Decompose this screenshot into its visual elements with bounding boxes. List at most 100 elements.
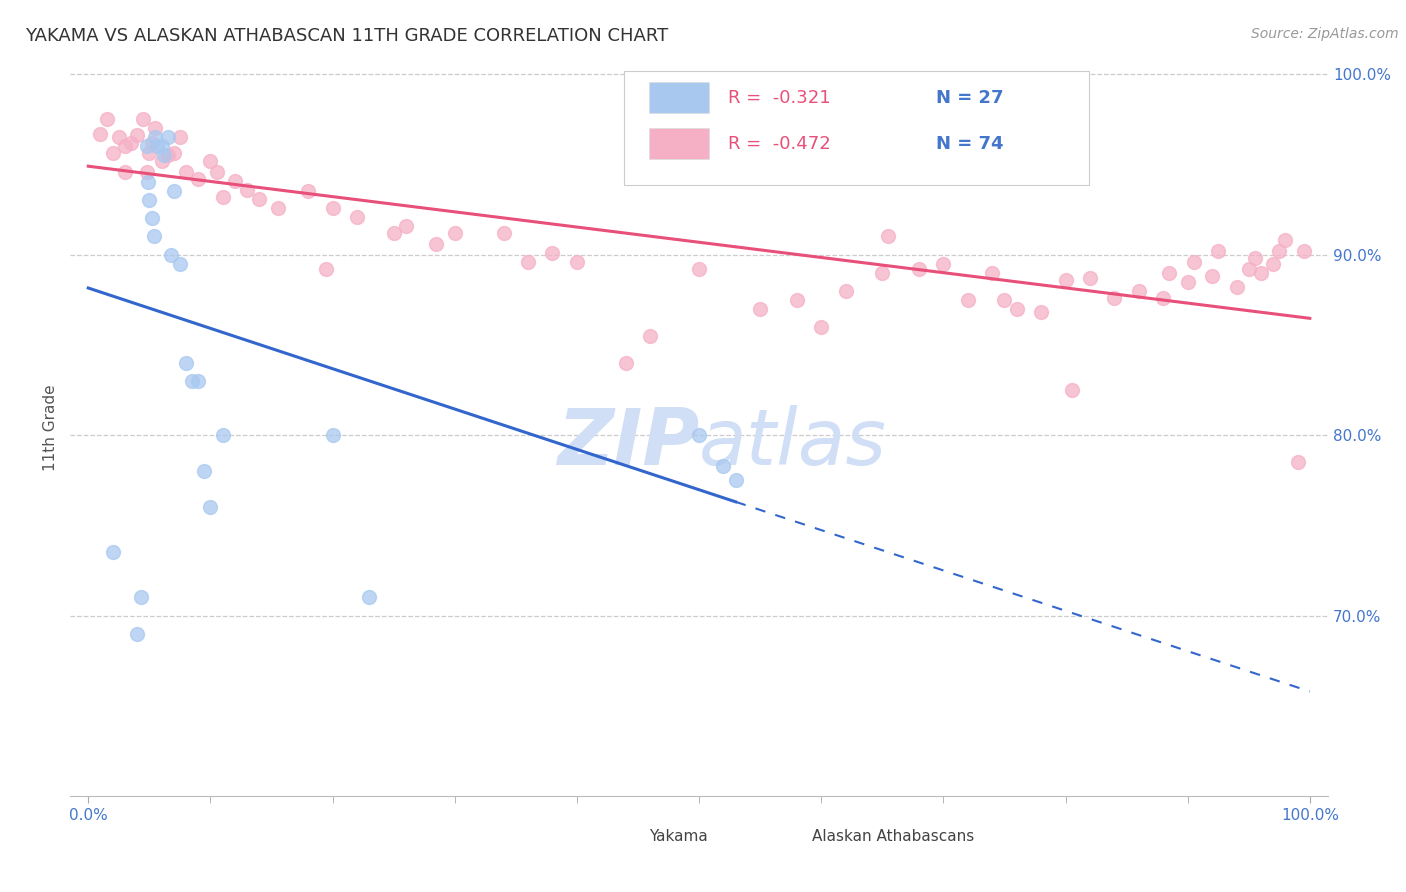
FancyBboxPatch shape xyxy=(648,82,709,113)
Point xyxy=(359,591,381,605)
Point xyxy=(143,229,166,244)
Point xyxy=(1243,251,1265,265)
Point xyxy=(688,262,710,277)
Point xyxy=(174,164,197,178)
Point xyxy=(145,121,167,136)
FancyBboxPatch shape xyxy=(588,824,640,852)
Point xyxy=(200,153,222,168)
Point xyxy=(834,284,856,298)
Point xyxy=(107,130,129,145)
Point xyxy=(138,194,160,208)
Point xyxy=(724,473,747,487)
Point xyxy=(120,136,142,150)
Point xyxy=(135,139,157,153)
Point xyxy=(1029,305,1052,319)
Point xyxy=(138,146,160,161)
Point xyxy=(205,164,228,178)
Point xyxy=(129,591,152,605)
FancyBboxPatch shape xyxy=(648,128,709,159)
Point xyxy=(1268,244,1291,258)
Point xyxy=(156,148,179,162)
Text: ZIP: ZIP xyxy=(557,405,699,481)
Point xyxy=(169,256,191,270)
Point xyxy=(1005,301,1028,316)
Point xyxy=(517,254,540,268)
Point xyxy=(132,112,155,127)
Point xyxy=(1292,244,1315,258)
Point xyxy=(236,183,259,197)
Point xyxy=(141,211,163,226)
Point xyxy=(1237,262,1260,277)
Point xyxy=(187,374,209,388)
Point xyxy=(135,164,157,178)
Point xyxy=(1286,455,1309,469)
Point xyxy=(1225,280,1247,294)
Point xyxy=(638,328,661,343)
Text: R =  -0.472: R = -0.472 xyxy=(728,135,831,153)
Point xyxy=(200,500,222,515)
Y-axis label: 11th Grade: 11th Grade xyxy=(44,384,58,471)
Point xyxy=(322,201,344,215)
Text: YAKAMA VS ALASKAN ATHABASCAN 11TH GRADE CORRELATION CHART: YAKAMA VS ALASKAN ATHABASCAN 11TH GRADE … xyxy=(25,27,669,45)
Point xyxy=(145,139,167,153)
Point xyxy=(1250,266,1272,280)
Point xyxy=(956,293,979,307)
Point xyxy=(1182,254,1205,268)
Point xyxy=(114,164,136,178)
Point xyxy=(688,428,710,442)
Point xyxy=(1152,291,1174,305)
Point xyxy=(101,545,124,559)
Point xyxy=(160,247,183,261)
Point xyxy=(492,226,515,240)
Point xyxy=(127,626,149,640)
Text: Alaskan Athabascans: Alaskan Athabascans xyxy=(813,829,974,844)
Point xyxy=(127,128,149,143)
Point xyxy=(1128,284,1150,298)
Text: R =  -0.321: R = -0.321 xyxy=(728,89,831,107)
Point xyxy=(153,148,176,162)
Point xyxy=(1263,256,1285,270)
Point xyxy=(174,356,197,370)
Point xyxy=(713,458,735,473)
Point xyxy=(224,173,246,187)
Point xyxy=(169,130,191,145)
Point xyxy=(315,262,337,277)
Point xyxy=(150,153,173,168)
Point xyxy=(141,136,163,150)
Text: N = 27: N = 27 xyxy=(935,89,1002,107)
Point xyxy=(101,146,124,161)
Point xyxy=(425,236,447,251)
Point xyxy=(193,464,215,478)
Point xyxy=(908,262,931,277)
Text: atlas: atlas xyxy=(699,405,887,481)
Point xyxy=(163,146,186,161)
Point xyxy=(145,130,167,145)
FancyBboxPatch shape xyxy=(623,70,1090,185)
Point xyxy=(749,301,772,316)
Point xyxy=(1078,271,1101,285)
Text: Yakama: Yakama xyxy=(648,829,707,844)
Point xyxy=(981,266,1004,280)
Point xyxy=(322,428,344,442)
Point xyxy=(96,112,118,127)
Text: Source: ZipAtlas.com: Source: ZipAtlas.com xyxy=(1251,27,1399,41)
Point xyxy=(346,210,368,224)
Point xyxy=(993,293,1015,307)
Point xyxy=(872,266,894,280)
Point xyxy=(382,226,405,240)
Point xyxy=(1054,273,1077,287)
Point xyxy=(932,256,955,270)
Point xyxy=(114,139,136,153)
Point xyxy=(541,245,564,260)
Point xyxy=(614,356,637,370)
Point xyxy=(1104,291,1126,305)
Point xyxy=(187,171,209,186)
Point xyxy=(1274,233,1296,247)
Point xyxy=(1206,244,1229,258)
Point xyxy=(181,374,204,388)
Point xyxy=(266,201,288,215)
Point xyxy=(1060,383,1083,397)
Point xyxy=(395,219,418,233)
Point xyxy=(136,175,159,189)
Point xyxy=(1159,266,1181,280)
